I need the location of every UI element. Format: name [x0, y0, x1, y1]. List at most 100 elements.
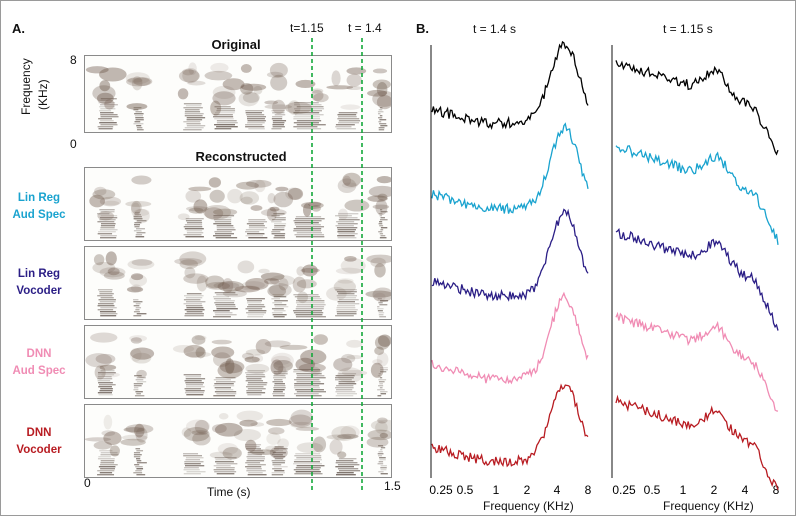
spectro-band: [134, 464, 140, 466]
spectro-blob: [179, 259, 198, 270]
spectro-band: [294, 385, 320, 387]
spectrogram-linreg-vocoder: [84, 246, 392, 320]
reconstructed-title: Reconstructed: [195, 149, 287, 164]
spectro-blob: [311, 205, 322, 212]
spectro-blob: [337, 433, 359, 439]
spectro-band: [378, 109, 383, 111]
spectro-blob: [331, 425, 357, 442]
spectro-blob: [341, 369, 368, 376]
spectro-band: [136, 393, 141, 395]
spectro-blob: [340, 425, 360, 439]
spectrogram-linreg-audspec: [84, 167, 392, 241]
spectro-band: [336, 313, 357, 315]
spectro-blob: [241, 281, 266, 290]
spectro-blob: [127, 78, 143, 83]
spectro-blob: [239, 191, 260, 205]
spectro-blob: [238, 91, 259, 107]
spectro-band: [272, 314, 287, 316]
spectro-blob: [193, 199, 208, 214]
spectro-band: [213, 235, 232, 237]
spectro-blob: [210, 100, 222, 116]
spectro-band: [335, 395, 354, 397]
spectro-blob: [326, 286, 347, 301]
spectro-band: [246, 298, 265, 300]
spectro-band: [97, 221, 115, 223]
spectro-blob: [130, 347, 155, 360]
spectro-blob: [182, 68, 200, 84]
spectro-band: [294, 383, 325, 385]
spectro-band: [100, 454, 119, 456]
original-title: Original: [211, 37, 261, 52]
spectro-blob: [188, 207, 204, 214]
spectro-blob: [297, 291, 308, 304]
spectro-blob: [379, 432, 388, 439]
spectro-blob: [135, 427, 148, 443]
spectro-blob: [264, 340, 291, 348]
spectro-band: [246, 470, 266, 472]
spectro-blob: [269, 275, 296, 286]
spectro-blob: [183, 273, 209, 284]
spectro-band: [380, 211, 388, 213]
spectro-band: [97, 392, 112, 394]
spectro-band: [133, 109, 139, 111]
spectro-band: [185, 390, 205, 392]
spectro-band: [246, 456, 265, 458]
spectro-band: [246, 378, 262, 380]
spectro-band: [377, 306, 380, 308]
spectro-band: [216, 225, 234, 227]
spectro-band: [274, 235, 285, 237]
spectro-band: [99, 464, 118, 466]
spectro-band: [274, 383, 285, 385]
spectro-band: [213, 217, 232, 219]
spectrum-curve: [431, 383, 589, 468]
spectro-band: [247, 316, 263, 318]
spectro-band: [293, 230, 322, 232]
spectro-band: [213, 223, 232, 225]
spectro-band: [247, 300, 262, 302]
spectro-band: [378, 471, 384, 473]
spectro-band: [337, 237, 357, 239]
spectro-blob: [241, 352, 254, 360]
spectro-blob: [372, 90, 391, 107]
spectro-blob: [278, 278, 289, 291]
spectro-band: [185, 465, 205, 467]
spectro-band: [335, 387, 354, 389]
spectro-blob: [372, 68, 388, 74]
spectro-band: [98, 128, 113, 130]
spectro-blob: [126, 286, 144, 293]
spectro-band: [380, 229, 384, 231]
freq-tick-label: 8: [773, 483, 780, 497]
spectro-band: [295, 314, 323, 316]
spectro-band: [271, 118, 283, 120]
spectro-band: [273, 385, 286, 387]
spectro-band: [135, 307, 142, 309]
spectro-blob: [267, 285, 287, 298]
spectro-band: [135, 117, 144, 119]
spectro-blob: [292, 276, 307, 293]
ytick-8: 8: [70, 53, 77, 67]
spectrum-curve: [615, 394, 779, 491]
spectro-band: [183, 121, 201, 123]
spectro-band: [135, 111, 142, 113]
spectro-blob: [346, 355, 363, 360]
spectro-band: [186, 125, 206, 127]
spectro-blob: [133, 208, 150, 217]
spectro-band: [136, 129, 144, 131]
spectro-blob: [284, 101, 313, 114]
spectro-blob: [99, 196, 122, 207]
spectrogram-dnn-audspec: [84, 325, 392, 399]
spectro-band: [98, 118, 112, 120]
spectro-band: [296, 232, 322, 234]
spectro-band: [245, 372, 264, 374]
spectro-blob: [342, 175, 352, 186]
spectro-band: [133, 218, 143, 220]
spectro-band: [294, 234, 325, 236]
spectro-band: [271, 298, 281, 300]
spectro-blob: [338, 208, 348, 220]
spectro-band: [379, 221, 383, 223]
spectro-band: [378, 213, 383, 215]
spectro-band: [272, 294, 284, 296]
spectro-band: [379, 119, 387, 121]
spectro-blob: [239, 419, 258, 427]
spectro-band: [247, 122, 265, 124]
